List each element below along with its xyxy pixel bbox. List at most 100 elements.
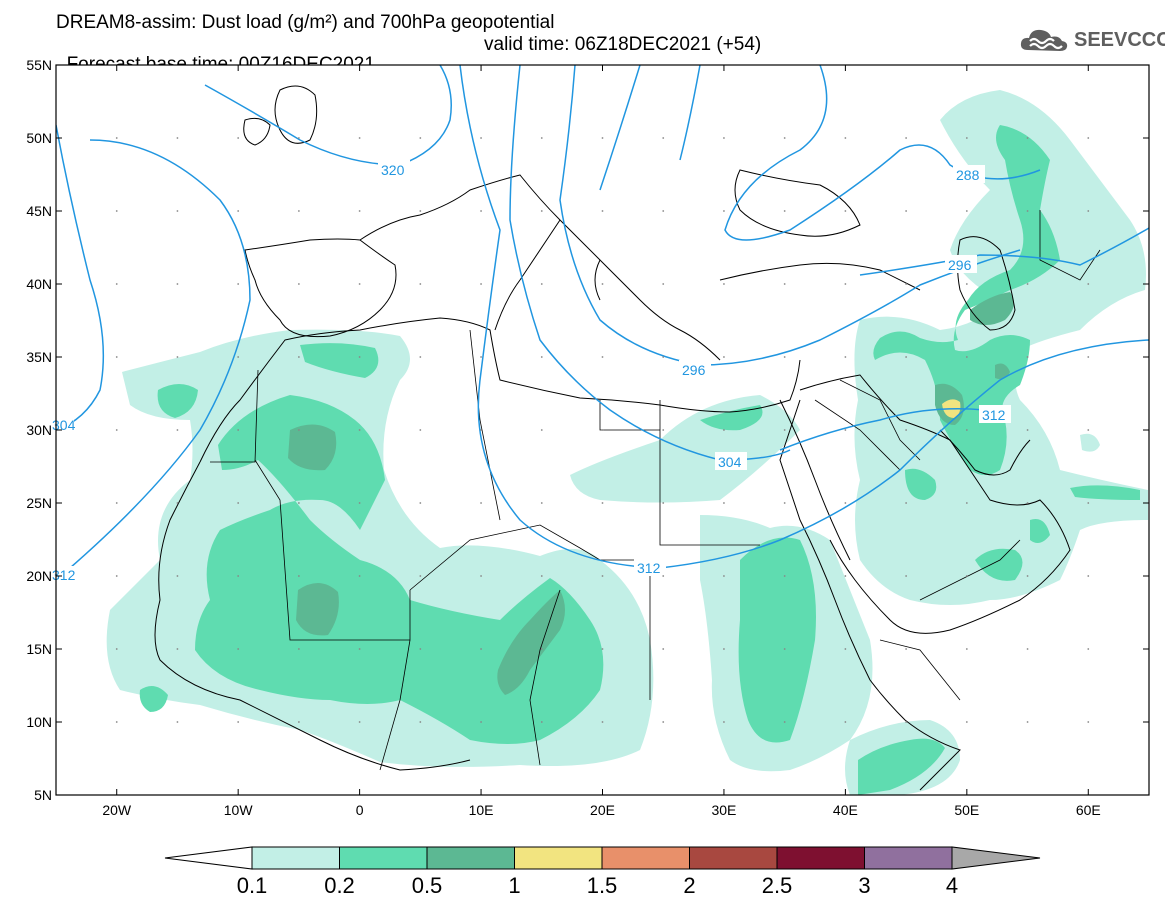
- grid-dot: [905, 648, 908, 650]
- grid-dot: [723, 137, 725, 139]
- grid-dot: [1026, 210, 1029, 212]
- grid-dot: [419, 283, 422, 285]
- grid-dot: [1087, 137, 1090, 139]
- grid-dot: [540, 210, 543, 212]
- grid-dot: [540, 648, 543, 650]
- grid-dot: [662, 429, 665, 431]
- grid-dot: [844, 210, 847, 212]
- grid-dot: [965, 721, 968, 723]
- grid-dot: [237, 210, 240, 212]
- grid-dot: [783, 648, 786, 650]
- colorbar-label: 1: [508, 873, 520, 898]
- grid-dot: [237, 575, 240, 577]
- grid-dot: [176, 502, 179, 504]
- lat-label: 25N: [26, 495, 52, 511]
- grid-dot: [662, 575, 665, 577]
- colorbar-label: 2.5: [762, 873, 793, 898]
- grid-dot: [783, 283, 786, 285]
- lat-label: 45N: [26, 203, 52, 219]
- grid-dot: [297, 356, 300, 358]
- lat-label: 10N: [26, 714, 52, 730]
- grid-dot: [1026, 721, 1029, 723]
- grid-dot: [176, 721, 179, 723]
- grid-dot: [601, 648, 604, 650]
- grid-dot: [662, 356, 665, 358]
- grid-dot: [783, 137, 786, 139]
- contour-label: 312: [52, 567, 76, 583]
- contour-label: 304: [52, 417, 76, 433]
- grid-dot: [237, 648, 240, 650]
- lon-label: 20E: [590, 802, 615, 818]
- colorbar-label: 4: [946, 873, 958, 898]
- grid-dot: [419, 210, 422, 212]
- grid-dot: [1026, 356, 1029, 358]
- colorbar-swatch: [426, 846, 515, 870]
- valid-time-label: valid time: 06Z18DEC2021 (+54): [484, 34, 762, 55]
- grid-dot: [723, 283, 725, 285]
- grid-dot: [540, 575, 543, 577]
- grid-dot: [723, 429, 725, 431]
- grid-dot: [480, 429, 482, 431]
- grid-dot: [965, 575, 968, 577]
- grid-dot: [783, 429, 786, 431]
- contour-label: 320: [381, 162, 405, 178]
- grid-dot: [965, 429, 968, 431]
- grid-dot: [1087, 429, 1090, 431]
- colorbar-over-arrow: [951, 846, 1041, 870]
- grid-dot: [965, 210, 968, 212]
- grid-dot: [905, 283, 908, 285]
- grid-dot: [419, 429, 422, 431]
- grid-dot: [601, 356, 604, 358]
- grid-dot: [480, 210, 482, 212]
- grid-dot: [723, 721, 725, 723]
- colorbar-swatch: [864, 846, 953, 870]
- longitude-axis: 20W 10W 0 10E 20E 30E 40E 50E 60E: [102, 65, 1101, 818]
- grid-dot: [1087, 283, 1090, 285]
- colorbar: 0.1 0.2 0.5 1 1.5 2 2.5 3 4: [164, 846, 1041, 898]
- dust-level-0-2: [139, 125, 1140, 795]
- grid-dot: [297, 721, 300, 723]
- grid-dot: [844, 575, 847, 577]
- grid-dot: [783, 575, 786, 577]
- grid-dot: [965, 648, 968, 650]
- lon-label: 10W: [224, 802, 254, 818]
- grid-dot: [723, 575, 725, 577]
- grid-dot: [176, 648, 179, 650]
- lat-label: 20N: [26, 568, 52, 584]
- logo-text: SEEVCCC: [1074, 29, 1165, 51]
- grid-dot: [540, 356, 543, 358]
- lat-label: 35N: [26, 349, 52, 365]
- grid-dot: [297, 575, 300, 577]
- grid-dot: [723, 648, 725, 650]
- grid-dot: [419, 648, 422, 650]
- grid-dot: [1026, 283, 1029, 285]
- grid-dot: [1087, 648, 1090, 650]
- grid-dot: [1026, 575, 1029, 577]
- colorbar-swatch: [601, 846, 690, 870]
- lat-label: 30N: [26, 422, 52, 438]
- lon-label: 50E: [954, 802, 979, 818]
- grid-dot: [358, 283, 361, 285]
- grid-dot: [905, 356, 908, 358]
- grid-dot: [905, 502, 908, 504]
- grid-dot: [419, 502, 422, 504]
- grid-dot: [965, 356, 968, 358]
- grid-dot: [662, 283, 665, 285]
- grid-dot: [358, 575, 361, 577]
- colorbar-label: 2: [683, 873, 695, 898]
- grid-dot: [844, 429, 847, 431]
- grid-dot: [358, 210, 361, 212]
- lon-label: 0: [356, 802, 364, 818]
- country-borders: [210, 210, 1101, 771]
- grid-dot: [1026, 648, 1029, 650]
- grid-dot: [844, 648, 847, 650]
- colorbar-label: 0.2: [324, 873, 355, 898]
- grid-dot: [601, 210, 604, 212]
- grid-dot: [1026, 502, 1029, 504]
- lon-label: 10E: [469, 802, 494, 818]
- grid-dot: [115, 137, 118, 139]
- grid-dot: [540, 502, 543, 504]
- grid-dot: [297, 502, 300, 504]
- grid-dot: [844, 502, 847, 504]
- grid-dot: [540, 283, 543, 285]
